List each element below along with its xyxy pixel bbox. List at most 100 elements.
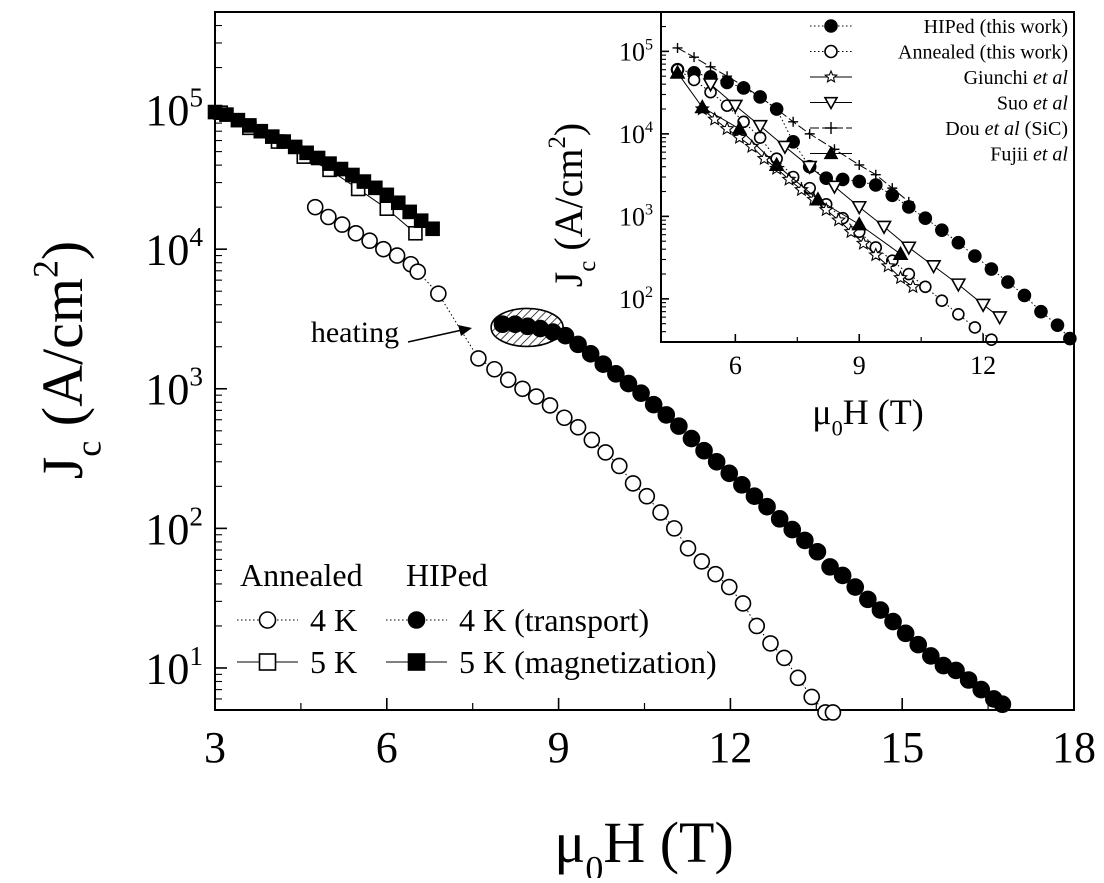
main-data-point [670, 417, 688, 435]
inset-data-point [1034, 304, 1048, 319]
main-data-point [624, 475, 642, 492]
main-data-point [333, 216, 351, 233]
inset-data-point [801, 160, 818, 175]
main-data-point [527, 388, 545, 405]
main-data-point [695, 441, 713, 460]
main-y-tick-label: 104 [145, 222, 203, 274]
main-data-point [361, 232, 378, 250]
inset-data-point [854, 159, 865, 170]
inset-data-point [892, 269, 909, 285]
inset-legend-marker [823, 145, 839, 160]
inset-data-point [781, 171, 797, 186]
inset-data-point [669, 64, 686, 79]
inset-data-point [731, 129, 748, 145]
main-y-tick-label: 105 [145, 82, 203, 134]
main-data-point [597, 444, 614, 461]
inset-data-point [788, 116, 799, 127]
main-data-point [375, 240, 392, 258]
inset-legend: HIPed (this work) Annealed (this work) Giu… [810, 16, 1068, 166]
inset-data-point [968, 249, 982, 263]
inset-data-point [694, 99, 711, 114]
main-data-point [959, 671, 978, 689]
main-data-point [707, 452, 726, 471]
inset-legend-marker [824, 44, 838, 59]
inset-data-point [727, 99, 744, 114]
main-data-point [657, 406, 676, 424]
main-data-point [390, 195, 406, 211]
main-data-point [665, 520, 683, 537]
inset-data-point [756, 150, 772, 166]
main-data-point [720, 464, 739, 483]
main-data-point [619, 374, 638, 393]
main-data-point [821, 558, 839, 576]
inset-data-point [868, 178, 883, 192]
inset-data-point [744, 138, 760, 154]
inset-legend-label: Giunchi et al [964, 67, 1069, 89]
heating-arrow-line [407, 329, 463, 343]
inset-y-tick-label: 102 [619, 284, 653, 314]
inset-data-point [855, 235, 871, 250]
main-axes: 3 6 9 12 15 18 101 102 103 104 105 [145, 11, 1096, 772]
inset-data-point [1001, 275, 1015, 289]
main-data-point [569, 335, 587, 354]
legend-label: 5 K [310, 644, 357, 680]
inset-data-point [876, 220, 892, 235]
inset-data-point [777, 140, 793, 155]
main-data-point [347, 224, 365, 242]
main-data-point [611, 457, 628, 475]
inset-data-point [935, 294, 949, 308]
inset-data-point [831, 212, 847, 227]
inset-data-point [887, 183, 898, 194]
main-data-point [581, 345, 600, 363]
main-data-point [693, 553, 711, 570]
main-data-point [514, 380, 531, 398]
main-data-point [859, 590, 877, 609]
main-data-point [583, 431, 601, 449]
inset-x-axis-title: μ0H (T) [812, 392, 923, 441]
heating-annotation: heating [311, 316, 472, 349]
legend-marker [258, 653, 277, 671]
inset-data-point [975, 298, 991, 313]
inset-data-point [687, 73, 701, 87]
main-data-point [824, 704, 842, 721]
inset-data-point [892, 245, 909, 260]
main-x-tick-label: 6 [376, 723, 398, 772]
inset-data-point [768, 156, 785, 171]
legend-group-title: HIPed [406, 557, 488, 593]
inset-data-point [804, 128, 815, 139]
main-data-point [922, 647, 940, 665]
inset-data-point [991, 311, 1008, 326]
inset-data-point [722, 71, 733, 82]
inset-data-point [738, 81, 749, 92]
main-x-tick-label: 12 [708, 723, 752, 772]
inset-legend-marker [823, 96, 839, 111]
inset-x-tick-label: 9 [853, 351, 866, 380]
main-data-point [909, 635, 928, 654]
inset-data-point [672, 42, 683, 53]
main-data-point [896, 624, 915, 643]
heating-label: heating [311, 316, 399, 349]
inset-data-point [870, 169, 881, 180]
inset-series-0 [670, 62, 1077, 346]
inset-legend-marker [825, 122, 837, 134]
legend-marker [407, 611, 426, 629]
inset-data-point [852, 174, 867, 189]
main-data-point [720, 578, 738, 596]
main-data-point [789, 669, 807, 687]
inset-data-point [719, 120, 735, 136]
inset-data-point [705, 61, 716, 72]
main-data-point [413, 213, 429, 228]
main-data-point [499, 371, 517, 389]
inset-y-axis-title: Jc (A/cm2) [544, 123, 601, 288]
inset-series-4 [672, 42, 914, 207]
inset-data-point [793, 181, 809, 197]
inset-data-point [771, 104, 782, 115]
legend-label: 4 K (transport) [459, 602, 649, 638]
main-data-point [846, 578, 865, 596]
inset-data-point [951, 235, 966, 250]
inset-data-point [984, 262, 999, 276]
main-data-point [762, 635, 779, 652]
inset-legend-label: Annealed (this work) [898, 42, 1068, 64]
main-y-tick-label: 101 [145, 641, 203, 693]
